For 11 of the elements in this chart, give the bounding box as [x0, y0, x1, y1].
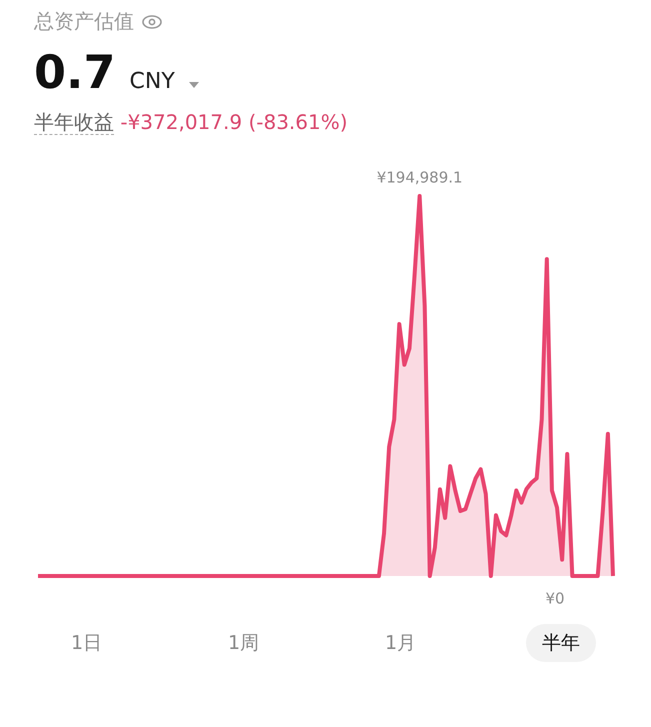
- text: 1月: [384, 631, 418, 656]
- text: 1日: [70, 631, 104, 656]
- text: 0.7: [34, 45, 116, 99]
- chart-title: 总资产估值: [34, 8, 134, 35]
- text: 1周: [226, 631, 260, 656]
- annotation: ¥194,989.1: [376, 168, 463, 186]
- text: -¥372,017.9 (-83.61%): [120, 110, 348, 134]
- text: CNY: [130, 69, 175, 94]
- text: 半年: [526, 624, 596, 662]
- annotation: ¥0: [545, 589, 565, 608]
- text: 半年收益: [34, 110, 114, 135]
